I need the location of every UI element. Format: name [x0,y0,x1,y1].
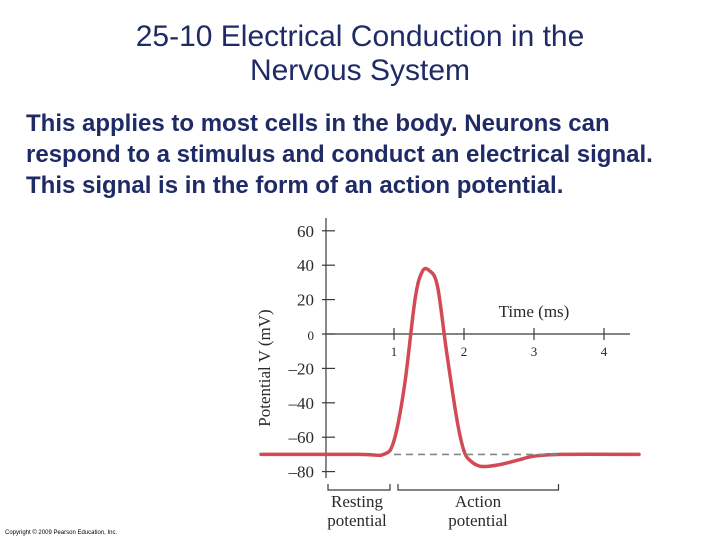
potential-curve [259,266,641,469]
action-label-line-2: potential [448,511,508,530]
slide-title: 25-10 Electrical Conduction in the Nervo… [40,20,680,88]
action-label-line-1: Action [455,492,502,511]
y-tick-label: –20 [288,359,315,378]
y-axis-title: Potential V (mV) [255,309,274,426]
copyright-note: Copyright © 2009 Pearson Education, Inc. [5,530,118,536]
title-line-1: 25-10 Electrical Conduction in the [135,20,585,53]
y-tick-label: 40 [297,256,314,275]
y-tick-label: –60 [288,428,315,447]
x-tick-label: 3 [531,344,538,359]
body-paragraph: This applies to most cells in the body. … [26,110,653,199]
y-tick-label: 0 [308,328,315,343]
y-tick-label: –40 [288,394,315,413]
resting-label-line-2: potential [327,511,387,530]
y-tick-label: 20 [297,291,314,310]
x-tick-label: 1 [391,344,398,359]
x-tick-label: 4 [601,344,608,359]
action-bracket [397,484,560,491]
x-tick-label: 2 [461,344,468,359]
x-axis-title: Time (ms) [499,302,570,321]
resting-bracket [327,484,391,491]
title-line-2: Nervous System [249,54,471,87]
y-tick-label: –80 [288,463,315,482]
resting-label-line-1: Resting [331,492,383,511]
y-tick-label: 60 [297,222,314,241]
